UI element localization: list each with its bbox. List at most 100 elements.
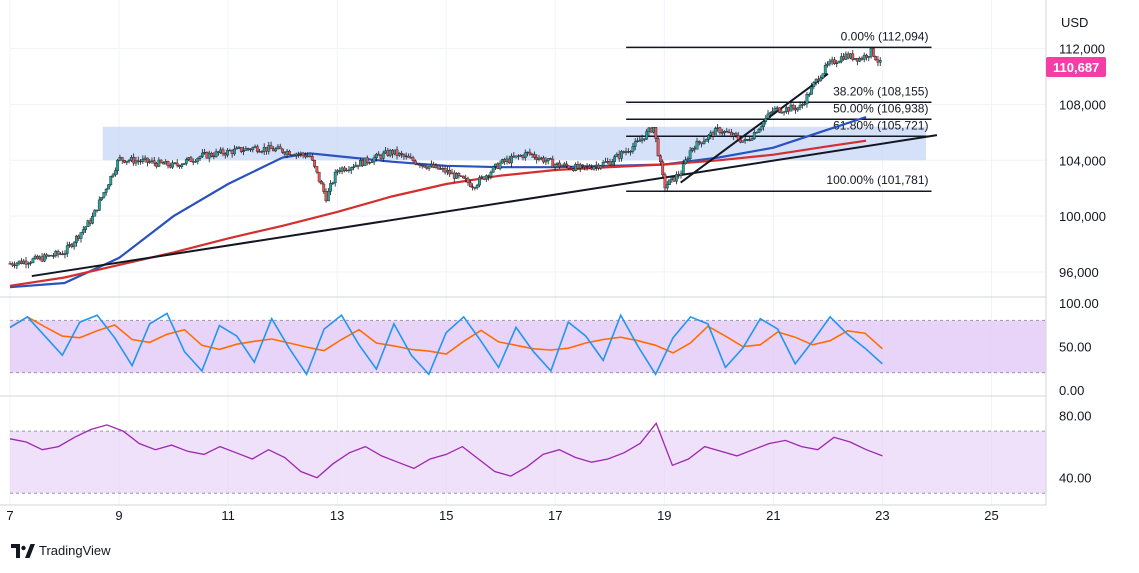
candle-body-193: [450, 172, 454, 175]
candle-body-264: [613, 156, 616, 162]
candle-body-13: [38, 256, 42, 260]
candle-body-222: [517, 155, 520, 157]
candle-body-205: [478, 177, 481, 186]
candle-body-232: [539, 157, 543, 159]
candle-body-156: [365, 157, 369, 163]
candle-body-372: [860, 57, 864, 60]
candle-body-238: [553, 164, 557, 168]
candle-body-236: [549, 158, 552, 160]
candle-body-360: [833, 59, 836, 64]
candle-body-81: [194, 161, 197, 163]
candle-body-187: [436, 165, 440, 170]
candle-body-378: [874, 56, 878, 61]
candle-body-336: [778, 107, 781, 113]
candle-body-171: [400, 152, 404, 155]
grid-lines: [9, 0, 1046, 505]
price-tick-label-4: 112,000: [1059, 42, 1105, 57]
candle-body-98: [233, 148, 236, 155]
trendlines[interactable]: [31, 72, 938, 278]
candle-body-285: [661, 161, 665, 176]
candle-body-143: [336, 170, 339, 173]
candle-body-91: [216, 151, 220, 153]
candle-body-76: [182, 163, 186, 165]
brand-name: TradingView: [39, 543, 111, 558]
candle-body-63: [152, 160, 156, 164]
candle-body-2: [13, 264, 16, 267]
candle-body-82: [196, 158, 200, 162]
candle-body-7: [24, 260, 28, 265]
candle-body-28: [72, 242, 76, 248]
candle-body-128: [301, 152, 305, 156]
candle-body-213: [496, 163, 500, 169]
tradingview-logo-icon: [11, 543, 35, 558]
candle-body-184: [429, 164, 433, 167]
date-tick-label-6: 19: [657, 508, 671, 523]
candle-body-315: [729, 132, 733, 137]
candle-body-68: [164, 161, 168, 165]
candle-body-279: [647, 127, 651, 132]
candle-body-343: [794, 107, 797, 111]
candle-body-88: [210, 152, 213, 157]
candle-body-300: [695, 140, 699, 150]
candle-body-255: [592, 166, 596, 170]
candle-body-65: [157, 159, 161, 167]
candle-body-347: [803, 103, 807, 105]
candle-body-97: [230, 150, 234, 155]
candle-body-112: [265, 147, 268, 152]
candle-body-163: [381, 152, 385, 159]
candle-body-342: [791, 104, 795, 109]
moving-average-line-1: [9, 115, 867, 289]
candle-body-0: [8, 263, 12, 265]
candle-body-55: [134, 160, 138, 164]
rsi-line: [9, 422, 883, 479]
candle-body-364: [842, 56, 845, 60]
candle-body-29: [75, 235, 78, 243]
candle-body-263: [610, 161, 614, 166]
candle-body-309: [716, 127, 720, 129]
candle-body-154: [361, 160, 365, 166]
candle-body-95: [226, 150, 229, 156]
candle-body-87: [207, 152, 211, 159]
candle-body-328: [759, 126, 763, 130]
candle-body-111: [262, 147, 266, 152]
candle-body-282: [654, 127, 658, 139]
candle-body-268: [622, 151, 626, 153]
candle-body-275: [638, 140, 642, 142]
date-tick-label-3: 13: [330, 508, 344, 523]
candle-body-109: [258, 151, 262, 153]
candle-body-100: [237, 147, 241, 149]
fibonacci-retracement[interactable]: 0.00% (112,094) 38.20% (108,155) 50.00% (1…: [626, 29, 932, 192]
candle-body-190: [443, 168, 447, 173]
date-tick-label-9: 25: [984, 508, 998, 523]
candle-body-295: [684, 159, 687, 164]
candle-body-273: [633, 141, 637, 147]
candle-body-245: [569, 168, 573, 170]
candle-body-34: [86, 220, 90, 227]
candle-body-178: [416, 163, 420, 166]
candle-body-321: [743, 139, 747, 141]
candle-body-166: [388, 150, 392, 156]
candle-body-20: [54, 251, 58, 257]
candle-body-44: [109, 176, 113, 185]
candle-body-146: [342, 167, 346, 171]
candle-body-185: [432, 164, 436, 168]
candle-body-346: [800, 104, 804, 106]
candle-body-53: [129, 156, 133, 161]
candle-body-51: [125, 160, 129, 163]
candle-body-380: [878, 60, 882, 63]
candle-body-354: [819, 77, 823, 82]
candle-body-4: [17, 260, 21, 264]
candle-body-129: [304, 154, 307, 158]
last-price-tag-bg: [1046, 56, 1106, 77]
candle-body-228: [530, 153, 534, 156]
candle-body-9: [29, 262, 33, 264]
candle-body-66: [159, 159, 163, 163]
candle-body-212: [494, 163, 497, 167]
tradingview-branding[interactable]: TradingView: [11, 543, 111, 558]
candle-body-302: [700, 142, 704, 145]
candle-body-118: [278, 146, 282, 150]
candle-body-320: [741, 140, 745, 143]
candle-body-80: [191, 161, 195, 163]
candle-body-377: [871, 48, 875, 57]
